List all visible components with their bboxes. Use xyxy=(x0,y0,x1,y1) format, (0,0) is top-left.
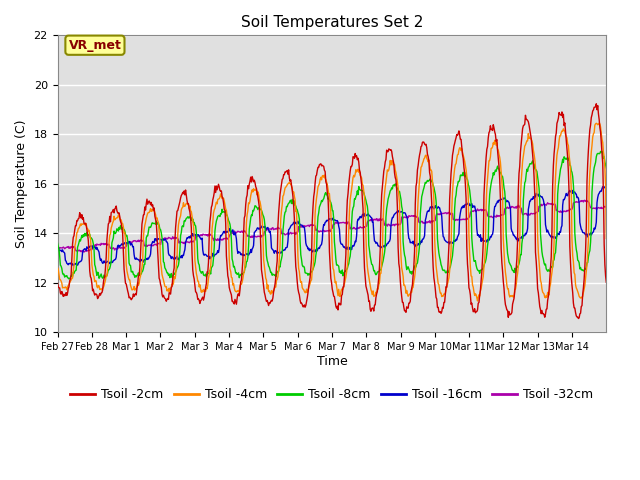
Tsoil -32cm xyxy=(602,204,610,209)
Tsoil -16cm xyxy=(119,242,127,248)
Tsoil -2cm xyxy=(593,101,600,107)
Tsoil -32cm xyxy=(419,220,427,226)
Tsoil -2cm xyxy=(246,178,254,184)
Tsoil -16cm xyxy=(220,229,227,235)
Tsoil -32cm xyxy=(581,197,589,203)
Tsoil -8cm xyxy=(268,269,275,275)
Tsoil -2cm xyxy=(267,299,275,304)
Tsoil -8cm xyxy=(598,148,606,154)
Tsoil -8cm xyxy=(220,209,227,215)
Tsoil -2cm xyxy=(575,316,582,322)
Tsoil -2cm xyxy=(54,280,61,286)
Tsoil -16cm xyxy=(420,235,428,241)
Line: Tsoil -16cm: Tsoil -16cm xyxy=(58,186,606,265)
Tsoil -4cm xyxy=(118,220,126,226)
Tsoil -32cm xyxy=(267,226,275,232)
Tsoil -4cm xyxy=(602,236,610,241)
Tsoil -32cm xyxy=(246,234,254,240)
Tsoil -32cm xyxy=(219,237,227,243)
Tsoil -8cm xyxy=(602,165,610,171)
Tsoil -4cm xyxy=(267,291,275,297)
Text: VR_met: VR_met xyxy=(68,39,122,52)
Tsoil -4cm xyxy=(246,198,254,204)
Tsoil -8cm xyxy=(389,182,397,188)
Y-axis label: Soil Temperature (C): Soil Temperature (C) xyxy=(15,120,28,248)
Tsoil -4cm xyxy=(419,159,427,165)
Line: Tsoil -2cm: Tsoil -2cm xyxy=(58,104,606,319)
Tsoil -8cm xyxy=(65,276,73,282)
Tsoil -4cm xyxy=(595,120,603,126)
Line: Tsoil -4cm: Tsoil -4cm xyxy=(58,123,606,301)
Legend: Tsoil -2cm, Tsoil -4cm, Tsoil -8cm, Tsoil -16cm, Tsoil -32cm: Tsoil -2cm, Tsoil -4cm, Tsoil -8cm, Tsoi… xyxy=(65,383,598,406)
Tsoil -2cm xyxy=(219,195,227,201)
Line: Tsoil -8cm: Tsoil -8cm xyxy=(58,151,606,279)
Tsoil -2cm xyxy=(419,139,427,145)
Tsoil -4cm xyxy=(388,158,396,164)
Tsoil -16cm xyxy=(389,215,397,220)
Tsoil -8cm xyxy=(420,185,428,191)
Tsoil -8cm xyxy=(119,225,127,230)
Line: Tsoil -32cm: Tsoil -32cm xyxy=(58,200,606,252)
Tsoil -4cm xyxy=(474,298,481,304)
Tsoil -16cm xyxy=(268,245,275,251)
Tsoil -32cm xyxy=(54,249,61,255)
Tsoil -4cm xyxy=(54,264,61,270)
Tsoil -2cm xyxy=(118,226,126,232)
Tsoil -4cm xyxy=(219,195,227,201)
Tsoil -32cm xyxy=(118,245,126,251)
Tsoil -2cm xyxy=(602,279,610,285)
Tsoil -16cm xyxy=(602,183,610,189)
Tsoil -8cm xyxy=(54,240,61,246)
Tsoil -16cm xyxy=(69,263,77,268)
Tsoil -32cm xyxy=(388,222,396,228)
Title: Soil Temperatures Set 2: Soil Temperatures Set 2 xyxy=(241,15,423,30)
X-axis label: Time: Time xyxy=(317,355,348,368)
Tsoil -2cm xyxy=(388,154,396,159)
Tsoil -16cm xyxy=(54,246,61,252)
Tsoil -16cm xyxy=(247,247,255,252)
Tsoil -8cm xyxy=(247,215,255,221)
